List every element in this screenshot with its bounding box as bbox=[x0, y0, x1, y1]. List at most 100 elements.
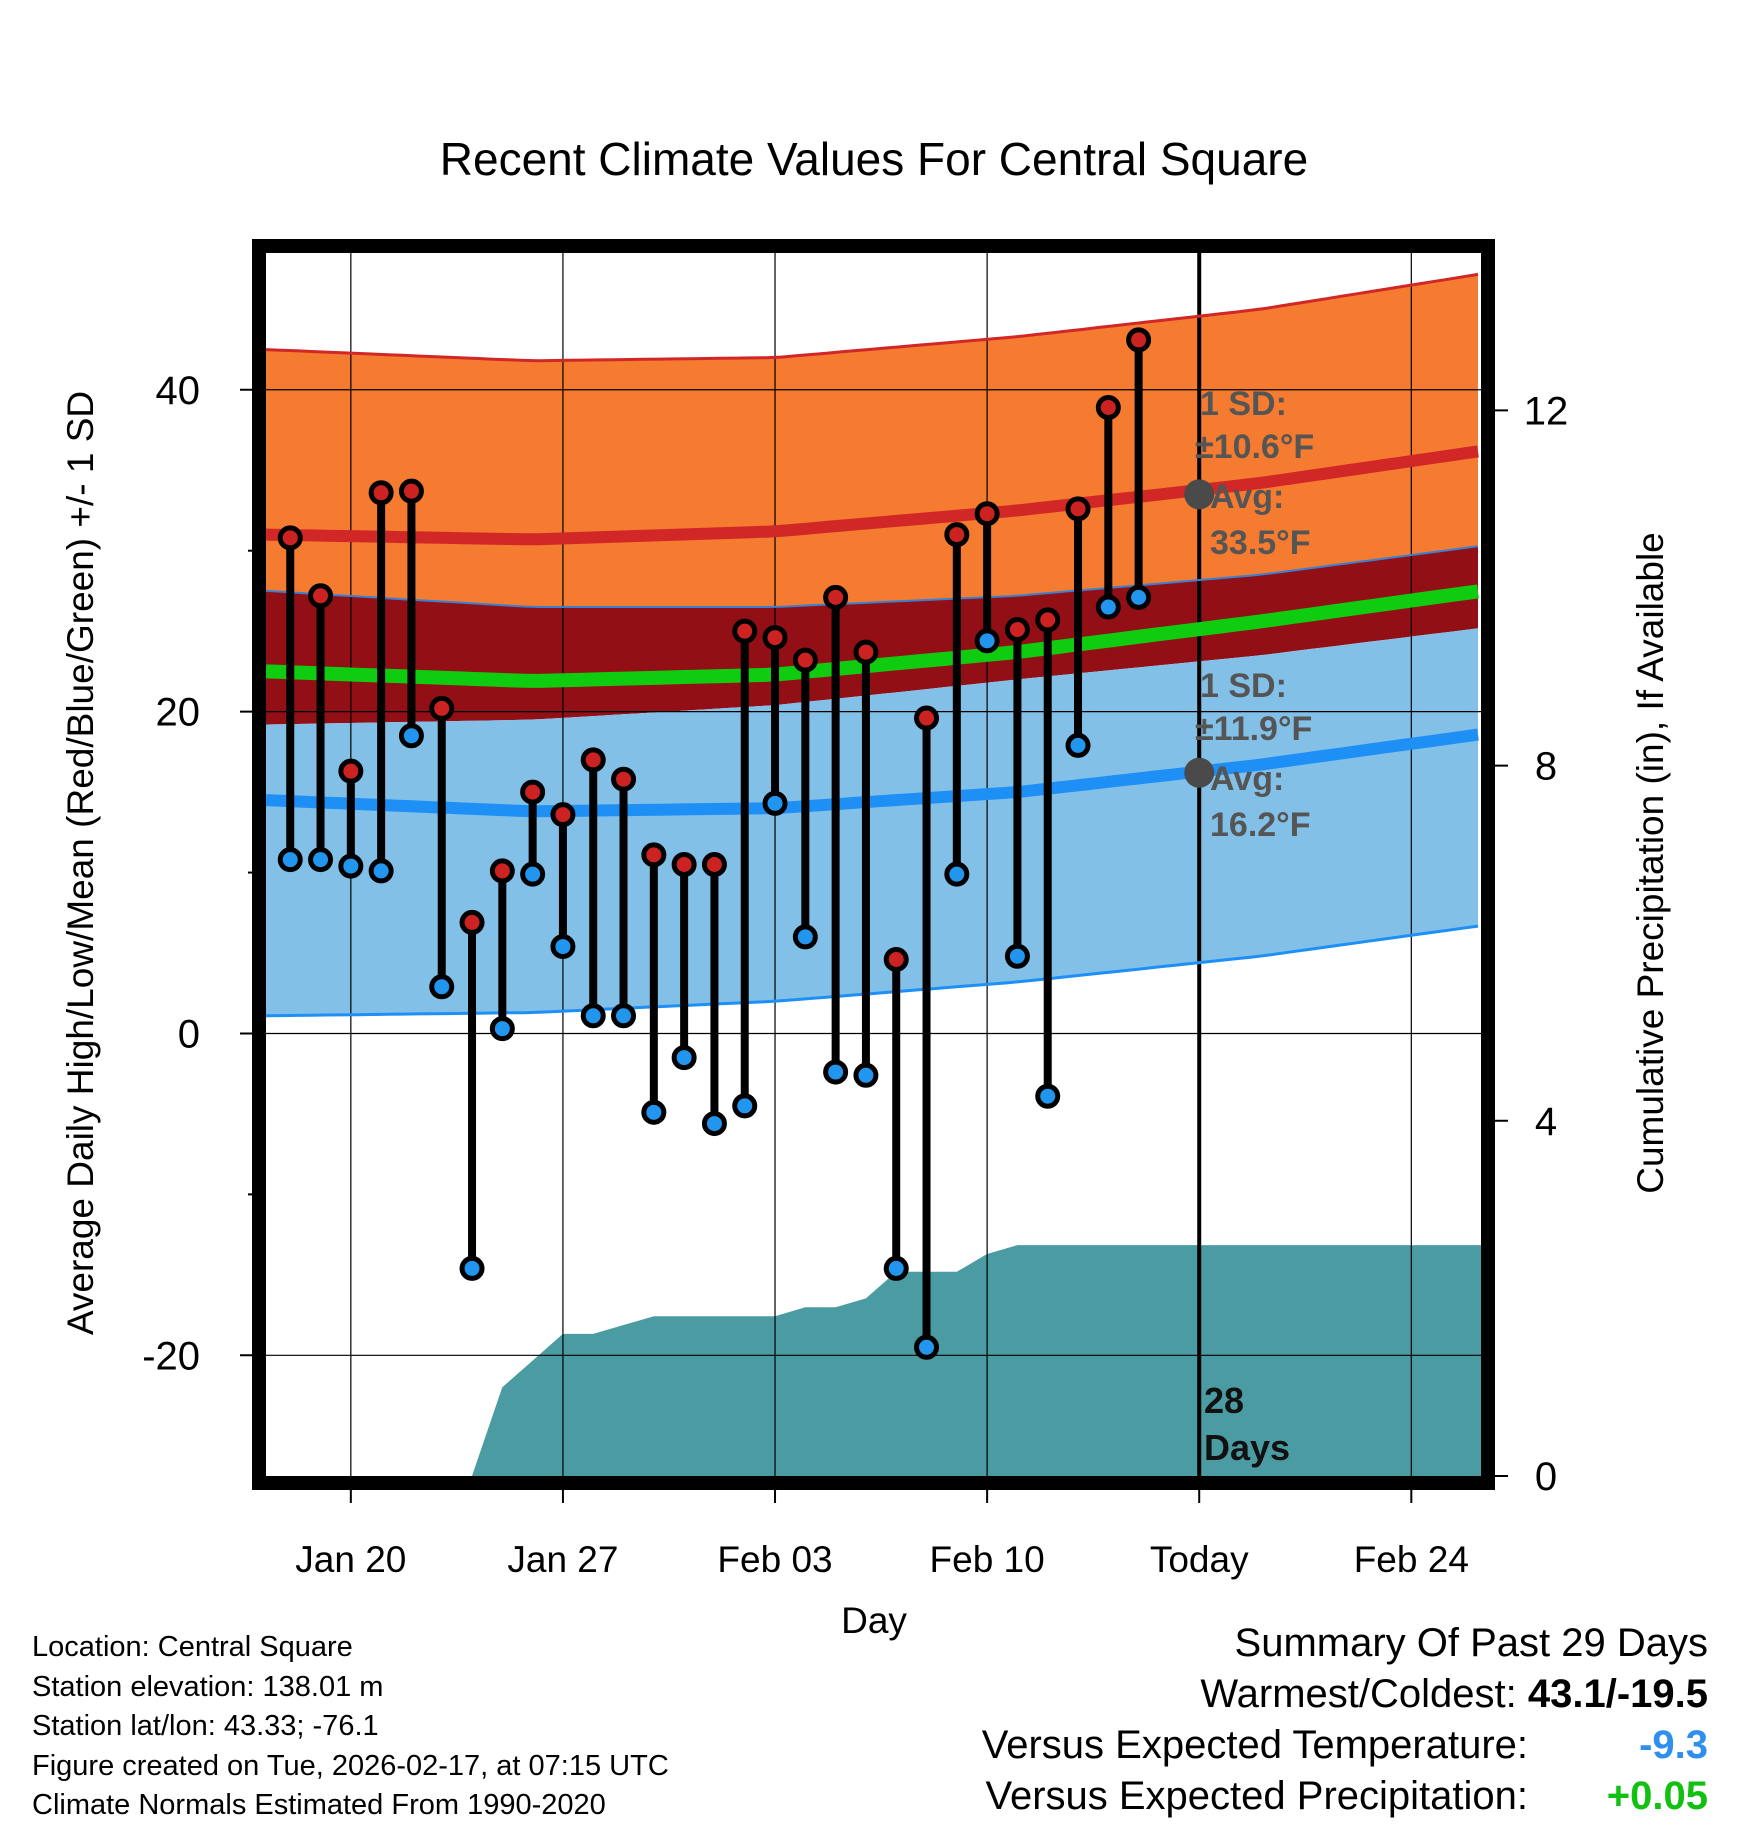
daily-high-dot bbox=[398, 478, 424, 504]
normal-low-line bbox=[265, 728, 1479, 818]
low-sd-value: ±11.9°F bbox=[1195, 710, 1312, 748]
high-lower-sd-line bbox=[265, 545, 1479, 608]
daily-high-dot bbox=[974, 501, 1000, 527]
daily-low-dot bbox=[701, 1111, 727, 1137]
daily-low-dot bbox=[1095, 594, 1121, 620]
daily-high-dot bbox=[641, 842, 667, 868]
daily-low-dot bbox=[671, 1045, 697, 1071]
temp-label: Versus Expected Temperature: bbox=[981, 1723, 1528, 1767]
daily-high-dot bbox=[762, 625, 788, 651]
temp-value: -9.3 bbox=[1639, 1723, 1708, 1767]
daily-high-dot bbox=[1065, 496, 1091, 522]
right-tick-label: 4 bbox=[1535, 1100, 1557, 1144]
chart-title: Recent Climate Values For Central Square bbox=[440, 133, 1308, 185]
high-sd-band bbox=[266, 274, 1478, 607]
daily-high-dot bbox=[792, 647, 818, 673]
low-avg-label: Avg: bbox=[1210, 760, 1284, 798]
right-tick-label: 12 bbox=[1524, 389, 1569, 433]
precip-value: +0.05 bbox=[1606, 1774, 1708, 1818]
daily-low-dot bbox=[1035, 1083, 1061, 1109]
daily-low-dot bbox=[641, 1099, 667, 1125]
low-sd-band bbox=[266, 628, 1478, 1016]
daily-low-dot bbox=[974, 628, 1000, 654]
precip-label: Versus Expected Precipitation: bbox=[985, 1774, 1528, 1818]
right-axis-label: Cumulative Precipitation (in), If Availa… bbox=[1630, 532, 1671, 1194]
daily-high-dot bbox=[550, 802, 576, 828]
daily-low-dot bbox=[732, 1093, 758, 1119]
daily-high-dot bbox=[701, 852, 727, 877]
right-axis: 12 8 4 0 bbox=[1488, 389, 1568, 1499]
daily-low-dot bbox=[1004, 943, 1030, 969]
daily-high-dot bbox=[823, 584, 849, 610]
x-tick-label: Jan 20 bbox=[295, 1539, 406, 1580]
daily-high-dot bbox=[580, 747, 606, 773]
right-tick-label: 8 bbox=[1535, 745, 1557, 789]
daily-low-dot bbox=[308, 847, 334, 873]
daily-low-dot bbox=[368, 858, 394, 884]
daily-high-dot bbox=[459, 909, 485, 935]
low-average-marker bbox=[1184, 757, 1215, 788]
left-tick-label: -20 bbox=[142, 1334, 200, 1378]
daily-low-dot bbox=[489, 1016, 515, 1042]
daily-low-dot bbox=[520, 861, 546, 887]
left-axis-label: Average Daily High/Low/Mean (Red/Blue/Gr… bbox=[60, 391, 101, 1335]
daily-high-dot bbox=[368, 480, 394, 506]
daily-high-dot bbox=[277, 525, 303, 551]
daily-high-dot bbox=[944, 522, 970, 548]
daily-low-dot bbox=[853, 1062, 879, 1088]
daily-high-dot bbox=[1035, 607, 1061, 633]
normal-mean-line bbox=[265, 584, 1479, 688]
high-sd-label: 1 SD: bbox=[1200, 385, 1287, 423]
daily-high-dot bbox=[308, 583, 334, 609]
plot-frame bbox=[252, 239, 1495, 1490]
summary-precip-row: Versus Expected Precipitation: +0.05 bbox=[982, 1771, 1708, 1822]
left-tick-label: 40 bbox=[156, 369, 201, 413]
daily-low-dot bbox=[883, 1255, 909, 1281]
daily-low-dot bbox=[550, 934, 576, 960]
x-tick-label: Jan 27 bbox=[507, 1539, 618, 1580]
normal-lines bbox=[265, 272, 1479, 1018]
normal-high-line bbox=[265, 445, 1479, 546]
daily-high-dot bbox=[429, 695, 455, 721]
daily-low-dot bbox=[277, 847, 303, 873]
summary-panel: Summary Of Past 29 Days Warmest/Coldest:… bbox=[982, 1618, 1708, 1822]
summary-heading: Summary Of Past 29 Days bbox=[1234, 1621, 1708, 1665]
x-axis-label: Day bbox=[841, 1600, 907, 1641]
daily-high-dot bbox=[914, 705, 940, 731]
daily-low-dot bbox=[429, 974, 455, 1000]
summary-warm-cold-row: Warmest/Coldest: 43.1/-19.5 bbox=[982, 1669, 1708, 1720]
precipitation-cumulative-area bbox=[266, 1245, 1481, 1476]
low-avg-value: 16.2°F bbox=[1210, 806, 1311, 844]
left-tick-label: 0 bbox=[178, 1012, 200, 1056]
daily-high-dot bbox=[853, 639, 879, 665]
low-sd-label: 1 SD: bbox=[1200, 667, 1287, 705]
daily-low-dot bbox=[459, 1255, 485, 1281]
average-markers bbox=[1184, 479, 1215, 788]
x-tick-label: Feb 10 bbox=[930, 1539, 1045, 1580]
daily-low-dot bbox=[823, 1059, 849, 1085]
annotations: 1 SD: ±10.6°F Avg: 33.5°F 1 SD: ±11.9°F … bbox=[1195, 385, 1314, 1468]
plot-area: 1 SD: ±10.6°F Avg: 33.5°F 1 SD: ±11.9°F … bbox=[252, 239, 1495, 1490]
period-days-unit: Days bbox=[1204, 1427, 1290, 1468]
summary-temp-row: Versus Expected Temperature: -9.3 bbox=[982, 1720, 1708, 1771]
daily-high-dot bbox=[338, 758, 364, 784]
left-tick-label: 20 bbox=[156, 691, 201, 735]
daily-high-dot bbox=[489, 858, 515, 884]
x-tick-label: Feb 24 bbox=[1354, 1539, 1469, 1580]
daily-high-dot bbox=[611, 766, 637, 792]
latlon-text: Station lat/lon: 43.33; -76.1 bbox=[32, 1710, 379, 1742]
warm-cold-label: Warmest/Coldest: bbox=[1200, 1672, 1517, 1716]
elevation-text: Station elevation: 138.01 m bbox=[32, 1670, 384, 1703]
high-sd-value: ±10.6°F bbox=[1195, 428, 1314, 466]
daily-high-dot bbox=[1004, 617, 1030, 643]
normals-text: Climate Normals Estimated From 1990-2020 bbox=[32, 1789, 606, 1821]
daily-low-dot bbox=[1126, 584, 1152, 610]
daily-range-stems bbox=[286, 339, 1143, 1348]
warm-cold-value: 43.1/-19.5 bbox=[1527, 1672, 1708, 1716]
daily-low-dot bbox=[762, 790, 788, 816]
x-tick-label: Today bbox=[1150, 1539, 1249, 1580]
x-axis: Jan 20 Jan 27 Feb 03 Feb 10 Today Feb 24 bbox=[295, 1483, 1469, 1580]
daily-low-dot bbox=[580, 1003, 606, 1029]
right-tick-label: 0 bbox=[1535, 1455, 1557, 1499]
